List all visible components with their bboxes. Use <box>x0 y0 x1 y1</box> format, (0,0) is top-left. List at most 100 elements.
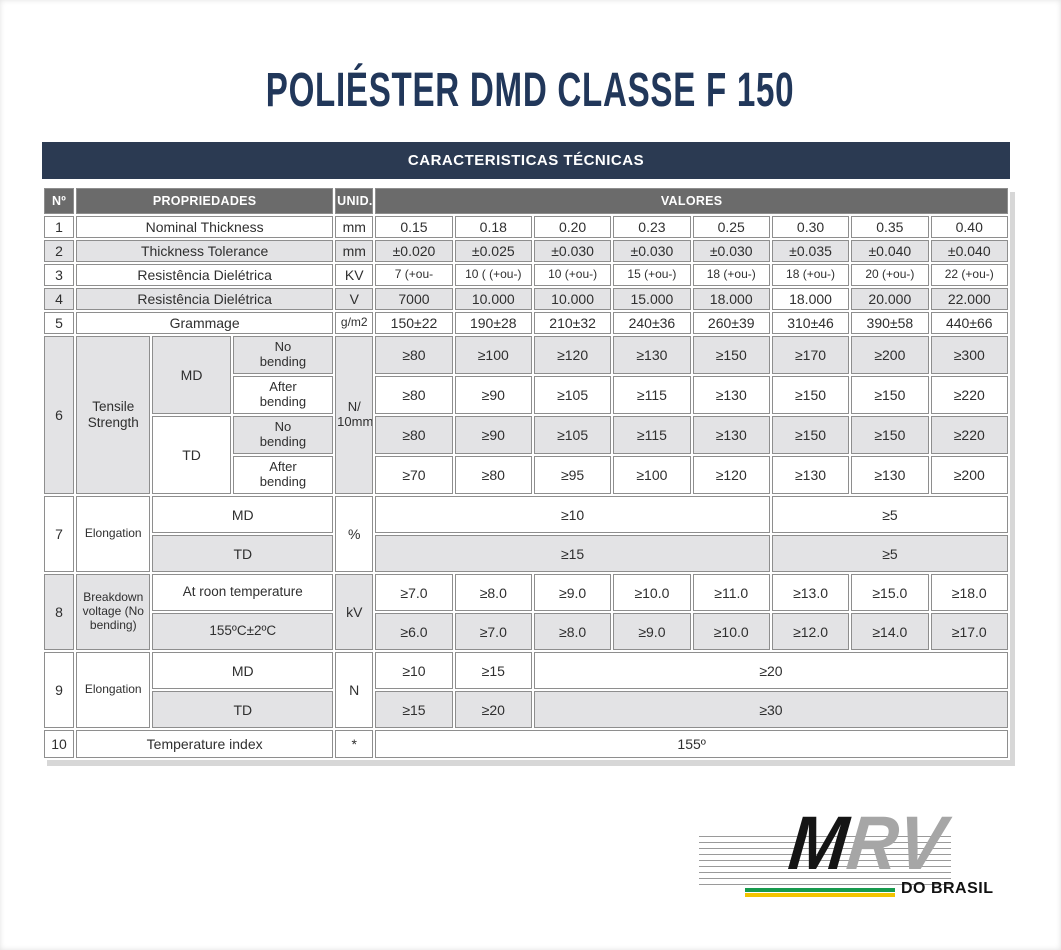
value-cell: ≥100 <box>454 336 532 374</box>
value-cell: 18.000 <box>692 288 770 310</box>
value-cell: ≥130 <box>851 456 929 494</box>
value-cell: 10.000 <box>533 288 612 310</box>
value-cell: 210±32 <box>533 312 612 334</box>
row-num: 4 <box>44 288 75 310</box>
value-cell: 0.30 <box>771 216 850 238</box>
value-cell: ≥80 <box>375 336 453 374</box>
characteristics-table-wrap: Nº PROPRIEDADES UNID. VALORES 1 Nominal … <box>42 186 1010 760</box>
row-unit: KV <box>335 264 374 286</box>
table-row: 1 Nominal Thickness mm 0.15 0.18 0.20 0.… <box>44 216 1008 238</box>
value-cell: ≥12.0 <box>771 613 850 650</box>
value-cell: ≥15 <box>454 652 532 689</box>
row-unit: N/ 10mm <box>335 336 374 494</box>
condition-label: No bending <box>232 416 334 454</box>
value-cell: 7000 <box>375 288 453 310</box>
value-cell: ≥80 <box>454 456 532 494</box>
value-cell: 190±28 <box>454 312 532 334</box>
mrv-letters-rv: RV <box>843 801 950 886</box>
table-row: TD ≥15 ≥20 ≥30 <box>44 691 1008 728</box>
value-cell: ≥90 <box>454 376 532 414</box>
value-cell: ≥18.0 <box>930 574 1008 611</box>
value-cell: ≥115 <box>613 416 691 454</box>
value-cell: 10 ( (+ou-) <box>454 264 532 286</box>
value-cell: 18.000 <box>771 288 850 310</box>
table-row: 2 Thickness Tolerance mm ±0.020 ±0.025 ±… <box>44 240 1008 262</box>
brazil-flag-bar-icon <box>745 888 895 897</box>
value-cell: ±0.025 <box>454 240 532 262</box>
row-prop: Elongation <box>76 496 151 572</box>
value-cell: 240±36 <box>613 312 691 334</box>
table-row: TD No bending ≥80 ≥90 ≥105 ≥115 ≥130 ≥15… <box>44 416 1008 494</box>
value-cell: 0.25 <box>692 216 770 238</box>
table-row: 7 Elongation MD % ≥10 ≥5 <box>44 496 1008 572</box>
value-cell: ≥115 <box>613 376 691 414</box>
value-cell: ≥7.0 <box>375 574 453 611</box>
value-cell: ≥15.0 <box>851 574 929 611</box>
value-cell: 22 (+ou-) <box>930 264 1008 286</box>
value-cell: ≥220 <box>930 376 1008 414</box>
row-prop: Temperature index <box>76 730 334 758</box>
row-num: 1 <box>44 216 75 238</box>
direction-md: MD <box>152 652 334 689</box>
row-prop: Thickness Tolerance <box>76 240 334 262</box>
value-cell: 260±39 <box>692 312 770 334</box>
page-title-wrap: POLIÉSTER DMD CLASSE F 150 <box>0 61 1061 117</box>
value-cell: 18 (+ou-) <box>692 264 770 286</box>
value-cell: ≥7.0 <box>454 613 532 650</box>
value-cell: 7 (+ou- <box>375 264 453 286</box>
row-unit: % <box>335 496 374 572</box>
row-num: 10 <box>44 730 75 758</box>
col-header-props: PROPRIEDADES <box>76 188 334 214</box>
value-cell: ≥170 <box>771 336 850 374</box>
value-cell: ±0.040 <box>851 240 929 262</box>
value-cell: ≥13.0 <box>771 574 850 611</box>
value-cell: ≥90 <box>454 416 532 454</box>
value-cell: ≥200 <box>851 336 929 374</box>
value-cell: 310±46 <box>771 312 850 334</box>
page-title: POLIÉSTER DMD CLASSE F 150 <box>266 61 795 117</box>
mrv-wordmark: MRV <box>785 801 950 886</box>
value-cell: ≥10 <box>375 496 770 533</box>
logo-tagline: DO BRASIL <box>901 880 994 897</box>
row-prop: Elongation <box>76 652 151 728</box>
row-num: 5 <box>44 312 75 334</box>
value-cell: ≥70 <box>375 456 453 494</box>
col-header-values: VALORES <box>375 188 1008 214</box>
condition-label: 155ºC±2ºC <box>152 613 334 650</box>
direction-md: MD <box>152 496 334 533</box>
table-row: 3 Resistência Dielétrica KV 7 (+ou- 10 (… <box>44 264 1008 286</box>
speed-lines-icon <box>699 836 951 886</box>
value-cell: 10 (+ou-) <box>533 264 612 286</box>
row-prop: Resistência Dielétrica <box>76 264 334 286</box>
row-unit: * <box>335 730 374 758</box>
value-cell: ≥300 <box>930 336 1008 374</box>
value-cell: ≥14.0 <box>851 613 929 650</box>
value-cell: 20 (+ou-) <box>851 264 929 286</box>
table-row: 5 Grammage g/m2 150±22 190±28 210±32 240… <box>44 312 1008 334</box>
col-header-num: Nº <box>44 188 75 214</box>
row-prop: Grammage <box>76 312 334 334</box>
value-cell: ≥220 <box>930 416 1008 454</box>
value-cell: ≥5 <box>771 535 1008 572</box>
value-cell: ≥105 <box>533 376 612 414</box>
row-num: 6 <box>44 336 75 494</box>
value-cell: ≥15 <box>375 535 770 572</box>
value-cell: 15.000 <box>613 288 691 310</box>
value-cell: 0.15 <box>375 216 453 238</box>
table-row: 155ºC±2ºC ≥6.0 ≥7.0 ≥8.0 ≥9.0 ≥10.0 ≥12.… <box>44 613 1008 650</box>
row-num: 3 <box>44 264 75 286</box>
direction-md: MD <box>152 336 231 414</box>
table-title-bar: CARACTERISTICAS TÉCNICAS <box>42 142 1010 179</box>
value-cell: ≥95 <box>533 456 612 494</box>
table-row: 10 Temperature index * 155º <box>44 730 1008 758</box>
condition-label: After bending <box>232 376 334 414</box>
value-cell: 10.000 <box>454 288 532 310</box>
value-cell: ≥30 <box>533 691 1008 728</box>
value-cell: 440±66 <box>930 312 1008 334</box>
value-cell: 0.40 <box>930 216 1008 238</box>
value-cell: 20.000 <box>851 288 929 310</box>
value-cell: 0.18 <box>454 216 532 238</box>
value-cell: ≥5 <box>771 496 1008 533</box>
value-cell: ≥15 <box>375 691 453 728</box>
